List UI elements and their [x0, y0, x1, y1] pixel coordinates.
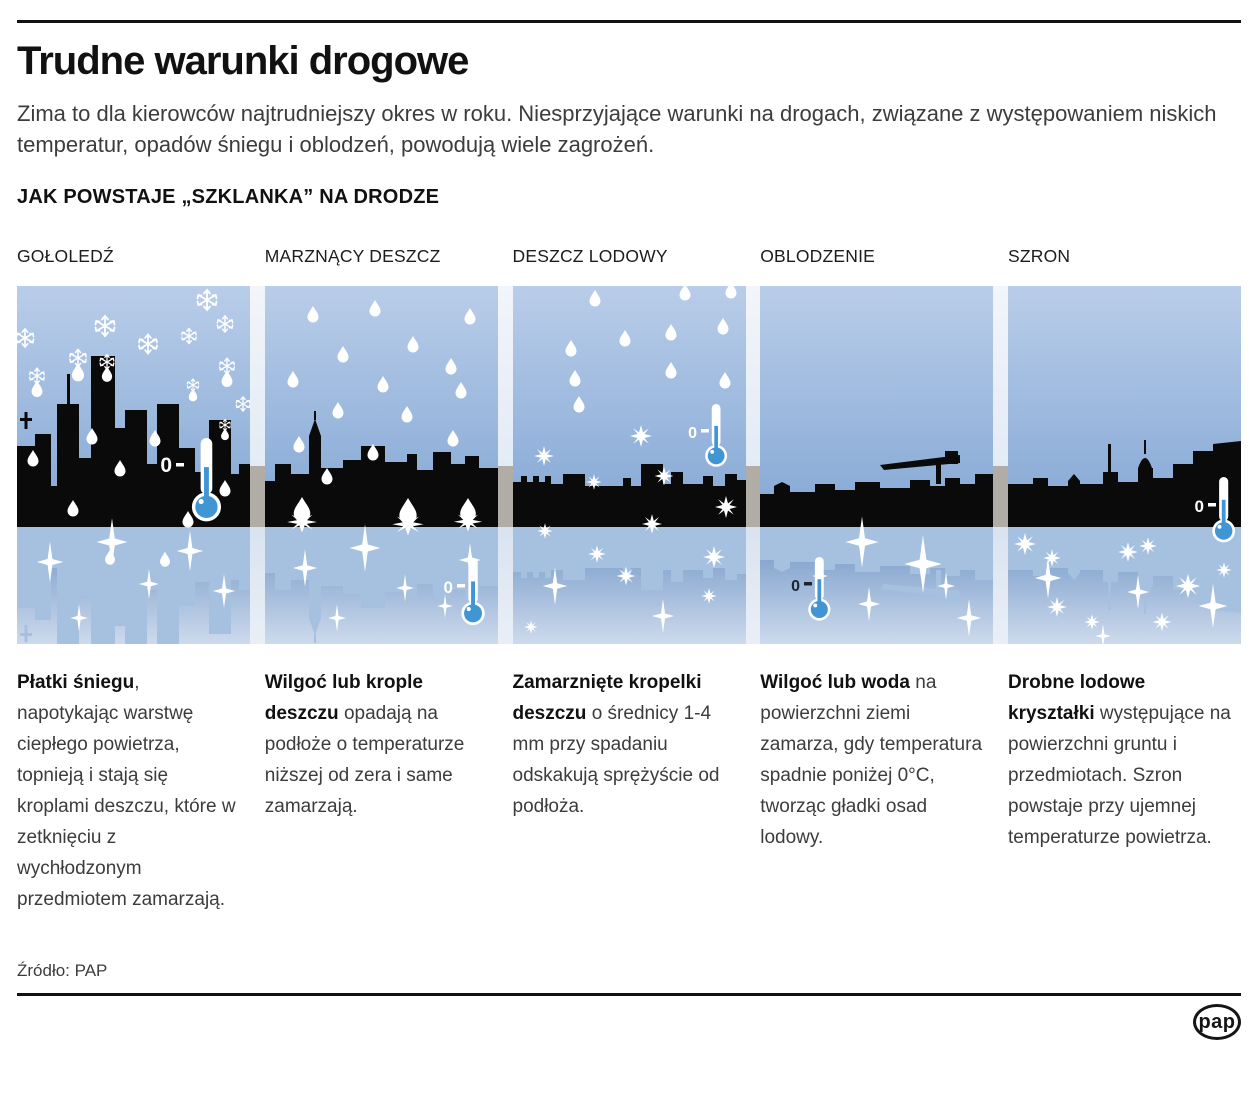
temp-dash [700, 429, 709, 433]
panel-label-gololedz: GOŁOLEDŹ [17, 246, 114, 266]
temp-zero-label: 0 [443, 578, 452, 597]
panel-marznacy-deszcz: 0 [264, 286, 498, 644]
ice-crystal-icon [616, 566, 635, 586]
footer-logo-row: pap [17, 1004, 1241, 1040]
bottom-rule [17, 993, 1241, 996]
ice-crystal-icon [1118, 542, 1138, 562]
panels-row: 0 0 0 [17, 286, 1241, 644]
panel-illustration-deszcz-lodowy: 0 [512, 286, 746, 644]
description-rest: , napotykając warstwę ciepłego powietrza… [17, 672, 236, 910]
top-rule [17, 20, 1241, 23]
panel-labels-row: GOŁOLEDŹ MARZNĄCY DESZCZ DESZCZ LODOWY O… [17, 246, 1241, 267]
ice-crystal-icon [714, 496, 737, 518]
description-rest: występujące na powierzchni gruntu i prze… [1008, 703, 1231, 848]
ice-crystal-icon [700, 588, 717, 604]
source-credit: Źródło: PAP [17, 961, 108, 980]
ice-crystal-icon [587, 545, 606, 563]
temp-dash [804, 582, 813, 586]
temp-dash [176, 463, 184, 467]
ice-crystal-icon [536, 523, 553, 539]
description-lead: Drobne lodowe kryształki [1008, 672, 1146, 724]
ice-crystal-icon [629, 425, 652, 447]
panel-label-marznacy-deszcz: MARZNĄCY DESZCZ [264, 246, 441, 266]
description-lead: Wilgoć lub woda [760, 672, 910, 693]
ice-crystal-icon [1175, 573, 1201, 599]
ice-crystal-icon [1216, 562, 1232, 578]
panel-illustration-oblodzenie: 0 [760, 286, 994, 644]
ice-crystal-icon [1139, 537, 1157, 555]
description-gololedz: Płatki śniegu, napotykając warstwę ciepł… [17, 667, 250, 915]
panel-label-oblodzenie: OBLODZENIE [760, 246, 876, 266]
intro-text: Zima to dla kierowców najtrudniejszy okr… [17, 101, 1217, 157]
infographic-page: Trudne warunki drogowe Zima to dla kiero… [0, 20, 1258, 1040]
ice-crystal-icon [585, 474, 602, 490]
panel-illustration-gololedz: 0 [17, 286, 250, 644]
ice-crystal-icon [1043, 549, 1061, 567]
description-rest: o średnicy 1-4 mm przy spadaniu odskakuj… [512, 703, 720, 817]
description-marznacy-deszcz: Wilgoć lub krople deszczu opadają na pod… [265, 667, 498, 915]
temp-zero-label: 0 [791, 578, 800, 595]
temp-dash [1208, 503, 1216, 507]
ice-crystal-icon [654, 466, 673, 486]
temp-zero-label: 0 [1195, 497, 1204, 516]
panel-deszcz-lodowy: 0 [512, 286, 746, 644]
description-rest: opadają na podłoże o temperaturze niższe… [264, 703, 465, 817]
ice-crystal-icon [533, 446, 554, 466]
pap-logo: pap [1193, 1004, 1241, 1040]
panel-label-szron: SZRON [1008, 246, 1071, 266]
ice-crystal-icon [702, 546, 725, 568]
illustration-strip: 0 0 0 [17, 286, 1241, 644]
ice-crystal-icon [1014, 533, 1036, 555]
ice-crystal-icon [523, 620, 538, 634]
panel-illustration-szron: 0 [1008, 286, 1241, 644]
ice-crystal-icon [1152, 612, 1172, 632]
descriptions-row: Płatki śniegu, napotykając warstwę ciepł… [17, 667, 1241, 915]
description-lead: Płatki śniegu [17, 672, 135, 693]
description-lead: Zamarznięte kropelki deszczu [512, 672, 702, 724]
ice-crystal-icon [1047, 597, 1067, 617]
temp-dash [456, 584, 465, 588]
description-lead: Wilgoć lub krople deszczu [264, 672, 423, 724]
ice-crystal-icon [1084, 614, 1100, 630]
description-rest: na powierzchni ziemi zamarza, gdy temper… [760, 672, 983, 848]
panel-label-deszcz-lodowy: DESZCZ LODOWY [512, 246, 668, 266]
section-title: JAK POWSTAJE „SZKLANKA” NA DRODZE [17, 186, 440, 208]
description-szron: Drobne lodowe kryształki występujące na … [1008, 667, 1241, 915]
temp-zero-label: 0 [688, 425, 697, 442]
description-deszcz-lodowy: Zamarznięte kropelki deszczu o średnicy … [513, 667, 746, 915]
temp-zero-label: 0 [160, 454, 172, 477]
description-oblodzenie: Wilgoć lub woda na powierzchni ziemi zam… [760, 667, 993, 915]
page-title: Trudne warunki drogowe [17, 39, 469, 83]
panel-illustration-marznacy-deszcz: 0 [264, 286, 498, 644]
panel-szron: 0 [1008, 286, 1241, 644]
ice-crystal-icon [641, 514, 662, 534]
panel-gololedz: 0 [17, 286, 250, 644]
panel-oblodzenie: 0 [760, 286, 994, 644]
